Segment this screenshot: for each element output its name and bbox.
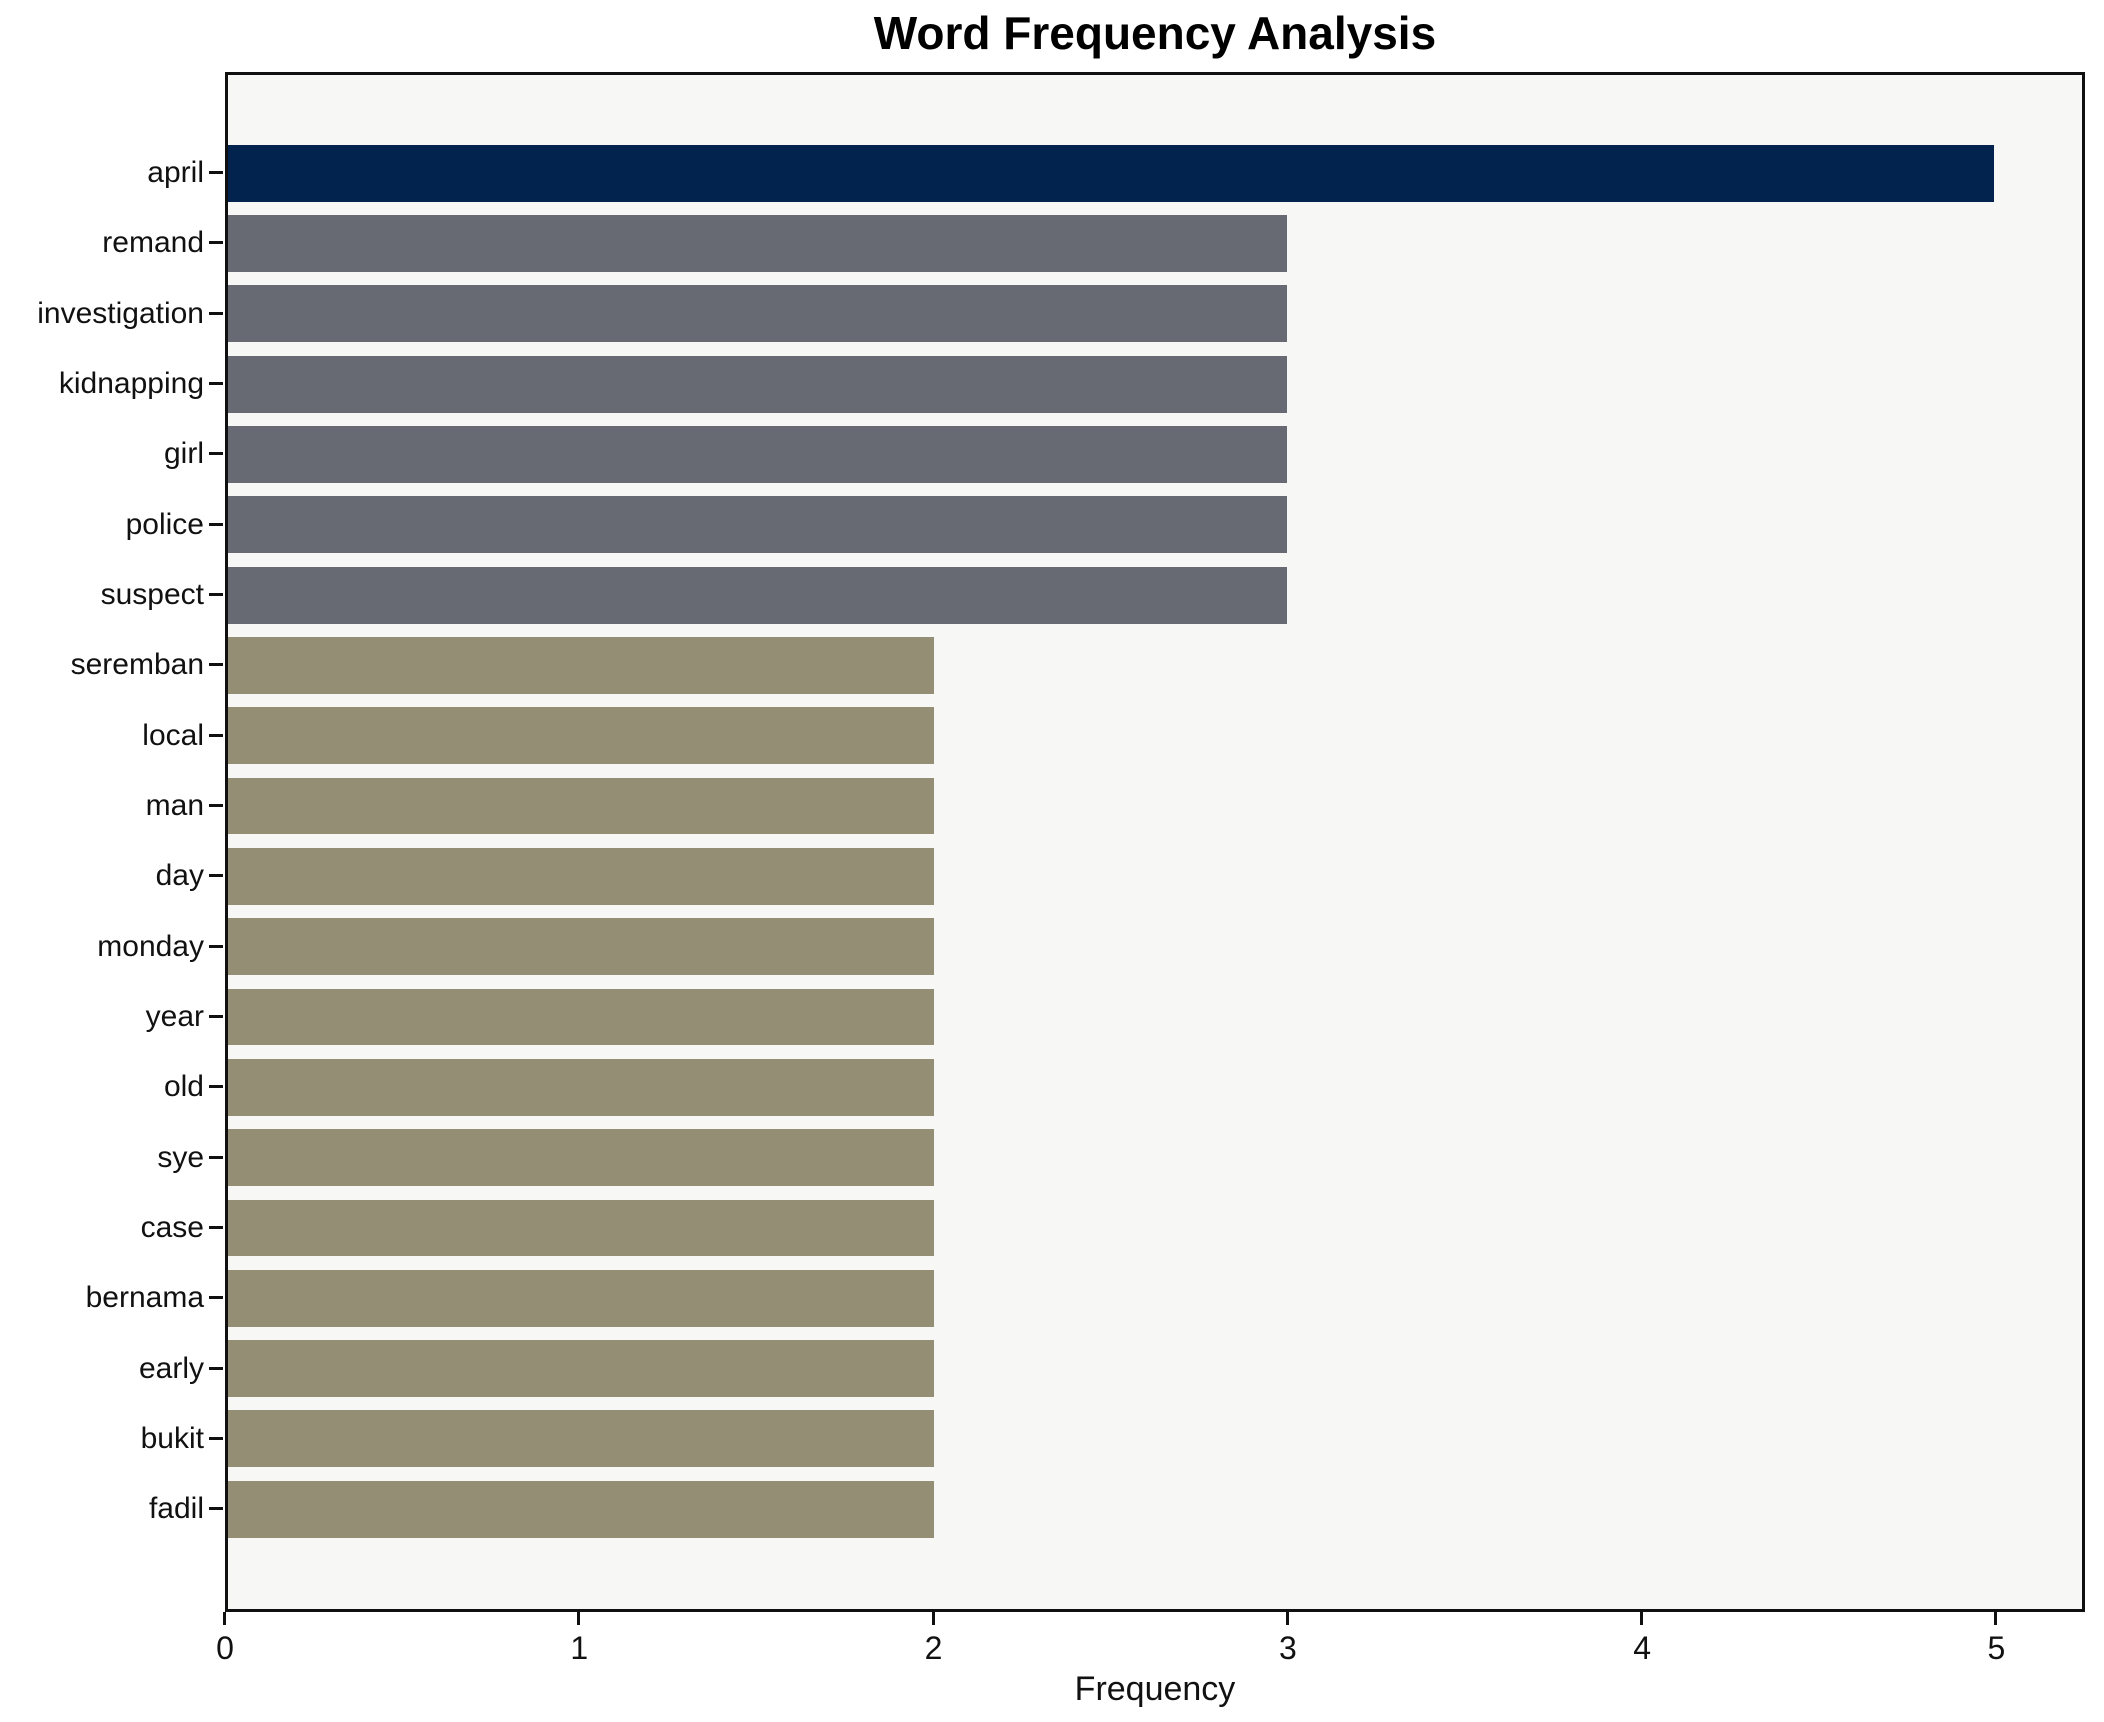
y-tick-mark: [209, 171, 223, 175]
bars-region: april remand investigation kidnapping girl po…: [37, 138, 2082, 1545]
bar-row: case: [141, 1193, 2082, 1263]
bar-row: police: [126, 490, 2082, 560]
y-tick-mark: [209, 1225, 223, 1229]
bar-row: fadil: [149, 1474, 2082, 1544]
y-tick-label: man: [145, 789, 204, 822]
y-tick-label: suspect: [100, 578, 204, 612]
y-tick-label: day: [155, 859, 204, 893]
y-tick-label: year: [145, 999, 204, 1033]
bar-police: [228, 496, 1288, 554]
y-tick-mark: [209, 1436, 223, 1440]
bar-row: man: [146, 771, 2082, 841]
bar-row: investigation: [37, 279, 2082, 349]
bar-row: local: [142, 701, 2082, 771]
x-tick-label: 4: [1633, 1630, 1652, 1666]
y-tick-mark: [209, 1085, 223, 1089]
y-tick-mark: [209, 1014, 223, 1018]
bar-suspect: [228, 566, 1288, 624]
y-tick-label: kidnapping: [58, 367, 204, 401]
y-tick-mark: [209, 1296, 223, 1300]
y-tick-label: girl: [163, 437, 204, 471]
y-tick-label: sye: [157, 1140, 204, 1174]
y-tick-mark: [209, 944, 223, 948]
y-tick-mark: [209, 522, 223, 526]
bar-girl: [228, 425, 1288, 483]
bar-seremban: [228, 636, 935, 694]
bar-row: year: [146, 982, 2082, 1052]
y-tick-mark: [209, 452, 223, 456]
x-tick-label: 0: [216, 1630, 234, 1666]
y-tick-label: seremban: [70, 648, 204, 682]
bar-year: [228, 988, 935, 1046]
x-tick-mark: [931, 1612, 935, 1625]
x-tick-mark: [1285, 1612, 1289, 1625]
bar-local: [228, 707, 935, 765]
y-tick-mark: [209, 1507, 223, 1511]
bar-row: monday: [97, 912, 2082, 982]
bar-row: early: [139, 1333, 2082, 1403]
bar-row: bernama: [86, 1263, 2082, 1333]
bar-man: [228, 777, 935, 835]
y-tick-mark: [209, 382, 223, 386]
plot-area: april remand investigation kidnapping girl po…: [37, 72, 2085, 1612]
bar-row: kidnapping: [59, 349, 2082, 419]
y-tick-label: fadil: [148, 1492, 204, 1526]
bar-kidnapping: [228, 355, 1288, 413]
y-tick-label: investigation: [37, 296, 204, 330]
y-tick-label: bernama: [85, 1281, 204, 1315]
y-tick-label: police: [125, 507, 204, 541]
bar-monday: [228, 918, 935, 976]
bar-row: suspect: [101, 560, 2082, 630]
bar-row: seremban: [71, 630, 2082, 700]
bar-early: [228, 1340, 935, 1398]
y-tick-mark: [209, 1155, 223, 1159]
y-tick-label: remand: [102, 226, 204, 260]
bar-row: bukit: [141, 1404, 2082, 1474]
y-tick-label: monday: [97, 929, 204, 963]
y-tick-label: bukit: [140, 1421, 204, 1455]
bar-sye: [228, 1129, 935, 1187]
bar-remand: [228, 214, 1288, 272]
bar-april: [228, 144, 1994, 202]
bar-fadil: [228, 1480, 935, 1538]
x-tick-label: 1: [570, 1630, 589, 1666]
bar-row: april: [147, 138, 2082, 208]
y-tick-label: case: [140, 1210, 204, 1244]
x-tick-label: 5: [1987, 1630, 2006, 1666]
bar-row: day: [156, 841, 2082, 911]
y-tick-mark: [209, 804, 223, 807]
y-tick-mark: [209, 663, 223, 667]
y-tick-label: april: [147, 156, 204, 190]
y-tick-mark: [209, 241, 223, 245]
y-tick-mark: [209, 733, 223, 737]
bar-bernama: [228, 1269, 935, 1327]
bar-row: old: [164, 1052, 2082, 1122]
x-tick-label: 2: [924, 1630, 943, 1666]
x-tick-mark: [223, 1612, 226, 1625]
y-tick-mark: [209, 311, 223, 315]
bar-row: sye: [157, 1122, 2082, 1192]
bar-row: remand: [102, 208, 2082, 278]
y-tick-label: early: [138, 1351, 204, 1385]
bar-day: [228, 847, 935, 905]
y-tick-mark: [209, 874, 223, 878]
bar-old: [228, 1058, 935, 1116]
chart-title: Word Frequency Analysis: [873, 7, 1437, 59]
x-tick-label: 3: [1278, 1630, 1297, 1666]
y-tick-mark: [209, 593, 223, 597]
bar-investigation: [228, 285, 1288, 343]
x-tick-mark: [577, 1612, 581, 1625]
x-tick-mark: [1994, 1612, 1998, 1625]
y-tick-label: local: [142, 718, 204, 752]
x-axis: 0 1 2 3 4 5: [216, 1612, 2085, 1692]
y-tick-label: old: [163, 1070, 204, 1104]
y-tick-mark: [209, 1366, 223, 1370]
x-tick-mark: [1640, 1612, 1644, 1625]
x-axis-label: Frequency: [1074, 1670, 1236, 1708]
bar-row: girl: [164, 419, 2082, 489]
bar-case: [228, 1199, 935, 1257]
bar-bukit: [228, 1410, 935, 1468]
